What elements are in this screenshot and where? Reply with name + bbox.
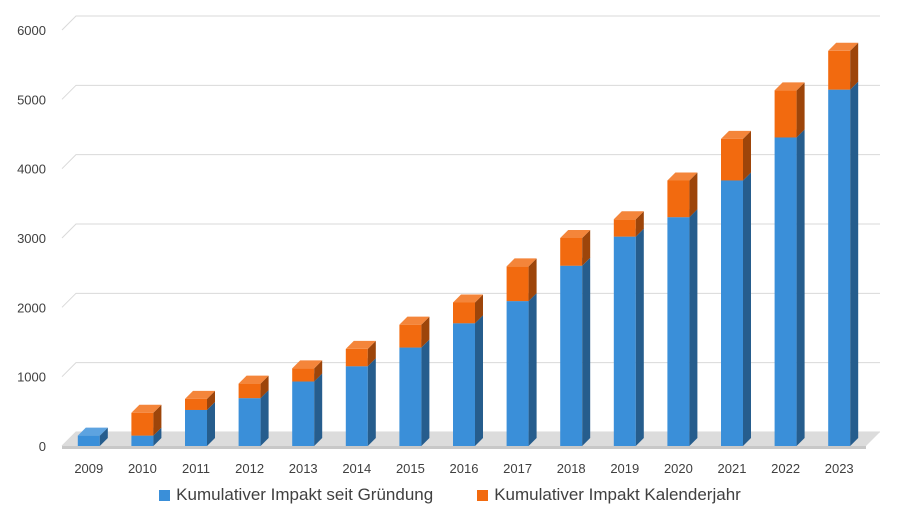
bar-segment bbox=[721, 172, 751, 446]
bar-segment bbox=[131, 404, 162, 436]
bar-segment bbox=[399, 339, 430, 446]
x-tick-label: 2020 bbox=[664, 461, 693, 476]
bar-segment bbox=[613, 211, 644, 237]
y-tick-label: 1000 bbox=[17, 370, 46, 385]
x-axis: 2009 2010 2011 2012 2013 2014 2015 2016 2017 2018… bbox=[74, 461, 853, 476]
bar-segment bbox=[238, 375, 269, 399]
bar-segment bbox=[292, 360, 323, 382]
y-axis: 0 1000 2000 3000 4000 5000 6000 bbox=[17, 23, 46, 454]
bar-segment bbox=[721, 130, 751, 181]
gridline bbox=[61, 292, 880, 308]
bar-segment bbox=[613, 228, 644, 446]
x-tick-label: 2022 bbox=[771, 461, 800, 476]
legend-label-cumulative: Kumulativer Impakt seit Gründung bbox=[176, 485, 434, 504]
bar-segment bbox=[345, 340, 376, 367]
bar-segment bbox=[774, 129, 805, 446]
y-tick-label: 2000 bbox=[17, 300, 46, 315]
legend-item-calendar-year: Kumulativer Impakt Kalenderjahr bbox=[477, 485, 741, 505]
bar-series bbox=[77, 42, 859, 447]
bar-segment bbox=[238, 390, 269, 446]
bar-segment bbox=[453, 315, 483, 446]
bar-segment bbox=[345, 358, 376, 446]
bar-segment bbox=[292, 373, 323, 446]
bar-segment bbox=[506, 258, 537, 302]
gridline bbox=[61, 362, 880, 378]
gridline bbox=[61, 223, 880, 239]
gridline bbox=[61, 84, 880, 100]
x-tick-label: 2015 bbox=[396, 461, 425, 476]
x-tick-label: 2010 bbox=[128, 461, 157, 476]
gridlines bbox=[61, 15, 880, 447]
legend-swatch-cumulative bbox=[159, 489, 171, 501]
legend-swatch-calendar-year bbox=[477, 489, 489, 501]
gridline bbox=[61, 154, 880, 170]
x-tick-label: 2014 bbox=[342, 461, 371, 476]
bar-segment bbox=[506, 293, 537, 446]
x-tick-label: 2009 bbox=[74, 461, 103, 476]
legend-item-cumulative: Kumulativer Impakt seit Gründung bbox=[159, 485, 433, 505]
bar-segment bbox=[453, 294, 483, 324]
bar-segment bbox=[667, 172, 698, 218]
bar-segment bbox=[560, 230, 591, 266]
bar-segment bbox=[399, 316, 430, 348]
x-tick-label: 2019 bbox=[610, 461, 639, 476]
y-tick-label: 6000 bbox=[17, 23, 46, 38]
gridline bbox=[61, 15, 880, 31]
y-tick-label: 3000 bbox=[17, 231, 46, 246]
x-tick-label: 2017 bbox=[503, 461, 532, 476]
x-tick-label: 2011 bbox=[182, 461, 210, 476]
legend-label-calendar-year: Kumulativer Impakt Kalenderjahr bbox=[494, 485, 741, 504]
x-tick-label: 2021 bbox=[718, 461, 747, 476]
bar-segment bbox=[560, 257, 591, 446]
bar-segment bbox=[77, 427, 108, 446]
bar-segment bbox=[828, 81, 859, 447]
bar-segment bbox=[828, 42, 859, 90]
y-tick-label: 4000 bbox=[17, 162, 46, 177]
bar-segment bbox=[185, 390, 215, 410]
y-tick-label: 0 bbox=[39, 439, 46, 454]
x-tick-label: 2013 bbox=[289, 461, 318, 476]
x-tick-label: 2016 bbox=[450, 461, 479, 476]
bar-segment bbox=[774, 82, 805, 138]
x-tick-label: 2023 bbox=[825, 461, 854, 476]
bar-segment bbox=[667, 209, 698, 446]
legend: Kumulativer Impakt seit Gründung Kumulat… bbox=[0, 485, 900, 505]
y-tick-label: 5000 bbox=[17, 92, 46, 107]
x-tick-label: 2012 bbox=[235, 461, 264, 476]
x-tick-label: 2018 bbox=[557, 461, 586, 476]
floor-edge bbox=[62, 446, 866, 449]
